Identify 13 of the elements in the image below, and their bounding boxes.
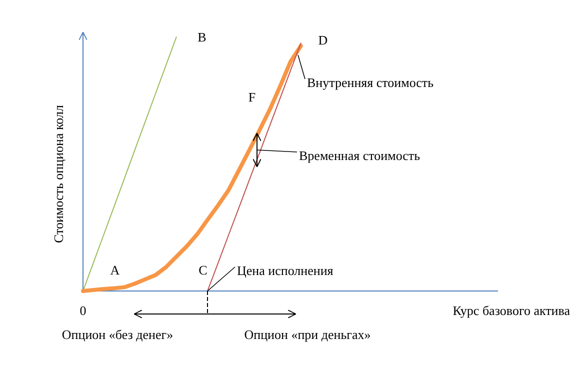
annotation: F	[248, 90, 256, 105]
annotation: Внутренняя стоимость	[307, 74, 434, 90]
annotation: C	[198, 262, 208, 278]
annotation: Цена исполнения	[237, 262, 334, 278]
x-axis-title: Курс базового актива	[452, 303, 570, 318]
text: Опцион «при деньгах»	[244, 327, 371, 342]
text: 0	[80, 303, 86, 318]
text: Опцион «без денег»	[62, 327, 174, 342]
annotation: B	[198, 30, 207, 45]
annotation: Временная стоимость	[299, 148, 420, 163]
annotation: D	[318, 32, 328, 48]
y-axis-title: Стоимость опциона колл	[51, 104, 66, 243]
annotation: A	[110, 262, 120, 278]
